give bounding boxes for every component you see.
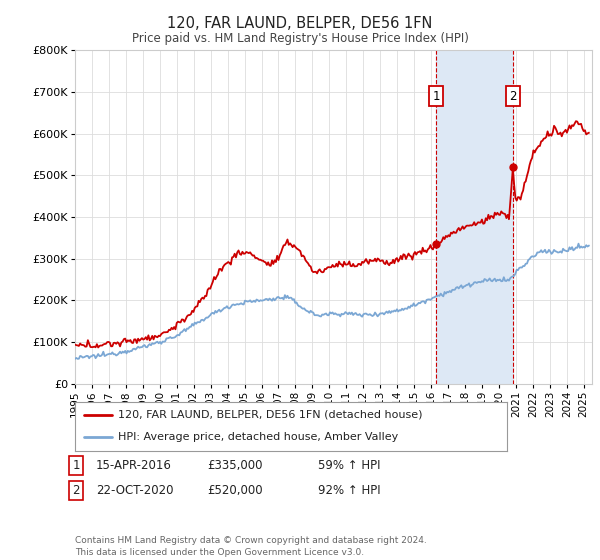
Text: 22-OCT-2020: 22-OCT-2020 <box>96 484 173 497</box>
Text: HPI: Average price, detached house, Amber Valley: HPI: Average price, detached house, Ambe… <box>118 432 398 442</box>
Text: £520,000: £520,000 <box>207 484 263 497</box>
Text: Contains HM Land Registry data © Crown copyright and database right 2024.
This d: Contains HM Land Registry data © Crown c… <box>75 536 427 557</box>
Text: 2: 2 <box>73 484 80 497</box>
Text: 120, FAR LAUND, BELPER, DE56 1FN: 120, FAR LAUND, BELPER, DE56 1FN <box>167 16 433 31</box>
Text: Price paid vs. HM Land Registry's House Price Index (HPI): Price paid vs. HM Land Registry's House … <box>131 32 469 45</box>
Text: 1: 1 <box>73 459 80 473</box>
Text: 15-APR-2016: 15-APR-2016 <box>96 459 172 473</box>
Text: 92% ↑ HPI: 92% ↑ HPI <box>318 484 380 497</box>
Bar <box>436 50 512 384</box>
Text: 59% ↑ HPI: 59% ↑ HPI <box>318 459 380 473</box>
Text: 1: 1 <box>432 90 440 102</box>
Text: £335,000: £335,000 <box>207 459 263 473</box>
Text: 120, FAR LAUND, BELPER, DE56 1FN (detached house): 120, FAR LAUND, BELPER, DE56 1FN (detach… <box>118 410 422 420</box>
Text: 2: 2 <box>509 90 517 102</box>
